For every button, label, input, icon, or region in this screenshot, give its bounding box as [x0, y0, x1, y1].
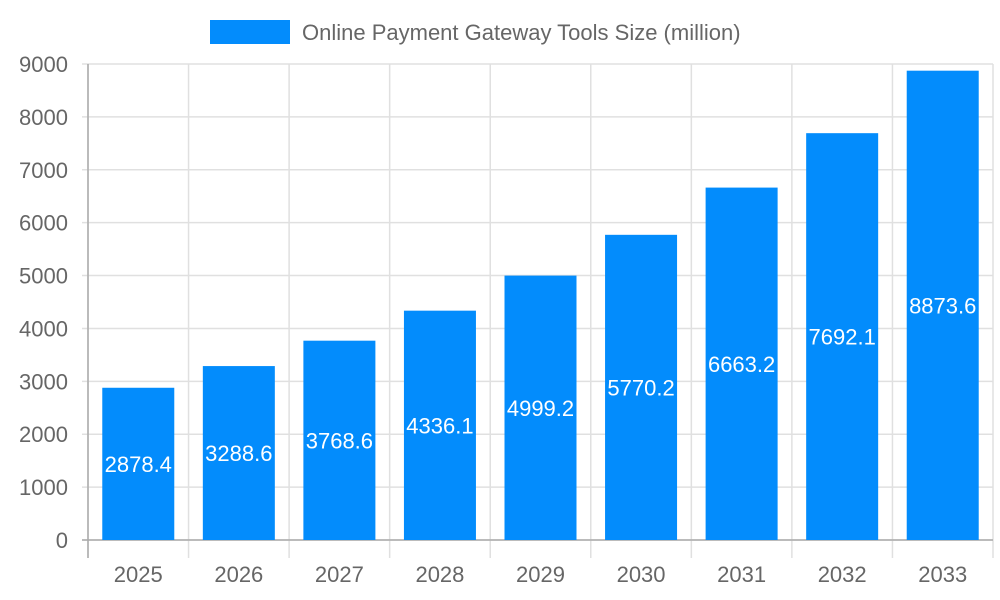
- x-tick-label: 2030: [617, 562, 666, 587]
- x-tick-label: 2028: [415, 562, 464, 587]
- data-label: 6663.2: [708, 352, 775, 377]
- data-label: 4336.1: [406, 413, 473, 438]
- x-tick-label: 2027: [315, 562, 364, 587]
- bar: [202, 366, 275, 540]
- x-tick-label: 2026: [214, 562, 263, 587]
- bar: [504, 275, 577, 540]
- data-label: 5770.2: [607, 375, 674, 400]
- bar: [705, 187, 778, 540]
- y-tick-label: 5000: [19, 264, 68, 289]
- y-tick-label: 2000: [19, 422, 68, 447]
- data-label: 2878.4: [105, 452, 172, 477]
- data-label: 4999.2: [507, 396, 574, 421]
- x-tick-label: 2031: [717, 562, 766, 587]
- legend-label: Online Payment Gateway Tools Size (milli…: [302, 20, 741, 45]
- y-tick-label: 4000: [19, 316, 68, 341]
- data-label: 7692.1: [809, 325, 876, 350]
- x-tick-label: 2032: [818, 562, 867, 587]
- y-tick-label: 3000: [19, 369, 68, 394]
- bar: [403, 310, 476, 540]
- bar: [906, 70, 979, 541]
- bar: [806, 133, 879, 540]
- y-tick-label: 0: [56, 528, 68, 553]
- data-label: 3768.6: [306, 428, 373, 453]
- y-tick-label: 8000: [19, 105, 68, 130]
- x-tick-label: 2025: [114, 562, 163, 587]
- x-tick-label: 2033: [918, 562, 967, 587]
- data-label: 8873.6: [909, 293, 976, 318]
- data-label: 3288.6: [205, 441, 272, 466]
- y-tick-label: 9000: [19, 52, 68, 77]
- bar: [303, 340, 376, 540]
- y-tick-label: 7000: [19, 158, 68, 183]
- y-tick-label: 1000: [19, 475, 68, 500]
- bar: [605, 234, 678, 540]
- bar: [102, 387, 175, 540]
- x-tick-label: 2029: [516, 562, 565, 587]
- legend-swatch: [210, 20, 290, 44]
- y-tick-label: 6000: [19, 211, 68, 236]
